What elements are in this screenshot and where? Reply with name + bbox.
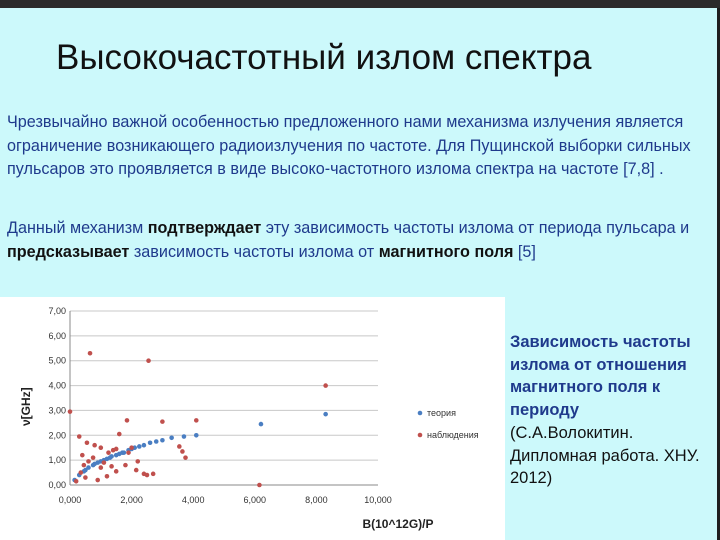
data-point-theory [181, 434, 187, 439]
x-tick-label: 8,000 [305, 495, 328, 505]
y-tick-label: 6,00 [48, 331, 66, 341]
data-point-observation [113, 446, 119, 452]
legend-label: наблюдения [427, 430, 479, 440]
data-point-theory [86, 465, 91, 470]
data-point-observation [67, 409, 73, 414]
x-tick-label: 4,000 [182, 495, 205, 505]
data-point-theory [169, 435, 174, 441]
data-point-observation [87, 350, 93, 356]
x-tick-label: 6,000 [244, 495, 267, 505]
data-point-observation [135, 459, 141, 464]
data-point-theory [153, 439, 159, 444]
data-point-observation [83, 475, 88, 480]
scatter-chart: 0,00 1,00 2,00 3,00 4,00 5,00 6,00 7,00 0,000 2,0… [0, 297, 505, 540]
x-tick-label: 2,000 [120, 495, 143, 505]
chart-caption: Зависимость частоты излома от отношения … [510, 331, 715, 490]
data-point-observation [76, 434, 82, 439]
data-point-observation [257, 482, 262, 488]
data-point-theory [120, 450, 125, 455]
data-point-observation [104, 474, 110, 479]
data-point-observation [113, 469, 119, 474]
data-point-observation [95, 477, 101, 483]
y-tick-label: 0,00 [48, 480, 66, 490]
data-point-observation [160, 419, 165, 424]
x-tick-label: 10,000 [364, 495, 392, 505]
data-point-observation [129, 445, 134, 451]
y-tick-label: 3,00 [48, 405, 66, 415]
data-point-observation [98, 445, 104, 451]
x-axis-label: B(10^12G)/P [362, 517, 433, 531]
data-point-observation [193, 418, 199, 423]
data-point-observation [90, 455, 96, 460]
data-point-observation [146, 358, 151, 364]
data-point-observation [101, 460, 107, 465]
data-point-theory [160, 437, 165, 443]
data-point-theory [92, 461, 97, 467]
data-point-theory [323, 411, 328, 417]
para2-text-2: эту зависимость частоты излома от период… [261, 219, 690, 237]
data-point-observation [133, 467, 139, 473]
x-tick-label: 0,000 [59, 495, 82, 505]
data-point-theory [193, 432, 199, 438]
data-point-observation [124, 418, 130, 423]
slide-title: Высокочастотный излом спектра [56, 38, 592, 77]
legend-marker [417, 432, 423, 438]
legend-marker [417, 410, 423, 416]
data-point-theory [137, 444, 142, 449]
data-point-theory [107, 455, 113, 460]
y-tick-label: 5,00 [48, 356, 66, 366]
data-point-observation [98, 465, 104, 470]
data-point-observation [126, 450, 131, 455]
data-point-observation [78, 470, 84, 475]
data-point-theory [258, 421, 264, 427]
y-tick-label: 1,00 [48, 455, 66, 465]
data-point-theory [83, 467, 88, 473]
para2-bold-predicts: предсказывает [7, 242, 130, 261]
y-tick-label: 4,00 [48, 381, 66, 391]
paragraph-confirmation: Данный механизм подтверждает эту зависим… [7, 217, 712, 264]
para2-text-4: [5] [513, 242, 536, 261]
data-point-observation [86, 459, 91, 464]
y-tick-label: 2,00 [48, 430, 66, 440]
paragraph-mechanism: Чрезвычайно важной особенностью предложе… [7, 113, 691, 178]
data-point-observation [323, 383, 328, 388]
window-edge [717, 8, 720, 540]
data-point-observation [123, 462, 128, 468]
y-tick-label: 7,00 [48, 306, 66, 316]
data-point-observation [144, 472, 150, 478]
data-point-observation [81, 462, 87, 468]
data-point-observation [80, 452, 85, 458]
data-point-observation [92, 442, 97, 448]
legend-label: теория [427, 408, 456, 418]
data-point-theory [141, 442, 147, 448]
caption-bold: Зависимость частоты излома от отношения … [510, 333, 691, 420]
data-point-observation [116, 431, 122, 437]
para2-text-1: Данный механизм [7, 219, 148, 237]
data-point-observation [106, 450, 111, 455]
data-point-observation [109, 464, 114, 469]
para2-bold-magnetic-field: магнитного поля [378, 242, 514, 261]
data-point-observation [84, 440, 90, 446]
data-point-theory [147, 440, 153, 446]
para2-text-3: зависимость частоты излома от [129, 242, 379, 261]
caption-source: (С.А.Волокитин. Дипломная работа. ХНУ. 2… [510, 423, 700, 488]
data-point-observation [73, 478, 79, 484]
data-point-observation [183, 455, 188, 460]
chart-svg: 0,00 1,00 2,00 3,00 4,00 5,00 6,00 7,00 0,000 2,0… [19, 306, 479, 531]
data-point-observation [150, 471, 156, 477]
data-point-observation [180, 449, 185, 454]
y-axis-label: ν[GHz] [19, 387, 33, 426]
para2-bold-confirms: подтверждает [147, 219, 262, 237]
data-point-observation [177, 444, 182, 449]
